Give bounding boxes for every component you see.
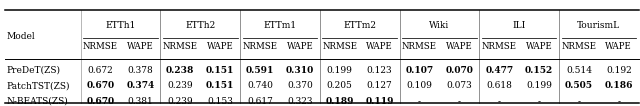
Text: -: - — [458, 97, 461, 106]
Text: NRMSE: NRMSE — [163, 42, 198, 51]
Text: 0.127: 0.127 — [367, 81, 392, 90]
Text: 0.186: 0.186 — [605, 81, 633, 90]
Text: 0.107: 0.107 — [405, 66, 433, 75]
Text: NRMSE: NRMSE — [482, 42, 516, 51]
Text: WAPE: WAPE — [127, 42, 154, 51]
Text: 0.670: 0.670 — [86, 81, 115, 90]
Text: 0.617: 0.617 — [247, 97, 273, 106]
Text: 0.109: 0.109 — [406, 81, 433, 90]
Text: Wiki: Wiki — [429, 21, 449, 30]
Text: TourismL: TourismL — [577, 21, 620, 30]
Text: Model: Model — [6, 32, 35, 40]
Text: 0.153: 0.153 — [207, 97, 233, 106]
Text: 0.192: 0.192 — [606, 66, 632, 75]
Text: 0.378: 0.378 — [127, 66, 154, 75]
Text: WAPE: WAPE — [525, 42, 552, 51]
Text: 0.670: 0.670 — [86, 97, 115, 106]
Text: ETTm1: ETTm1 — [264, 21, 296, 30]
Text: 0.672: 0.672 — [88, 66, 113, 75]
Text: NRMSE: NRMSE — [561, 42, 596, 51]
Text: -: - — [618, 97, 620, 106]
Text: 0.123: 0.123 — [367, 66, 392, 75]
Text: ILI: ILI — [513, 21, 525, 30]
Text: -: - — [418, 97, 421, 106]
Text: 0.151: 0.151 — [206, 81, 234, 90]
Text: ETTh2: ETTh2 — [185, 21, 215, 30]
Text: PreDeT(ZS): PreDeT(ZS) — [6, 66, 60, 75]
Text: WAPE: WAPE — [446, 42, 473, 51]
Text: 0.151: 0.151 — [206, 66, 234, 75]
Text: 0.119: 0.119 — [365, 97, 394, 106]
Text: -: - — [577, 97, 580, 106]
Text: 0.199: 0.199 — [327, 66, 353, 75]
Text: 0.070: 0.070 — [445, 66, 473, 75]
Text: NRMSE: NRMSE — [323, 42, 357, 51]
Text: 0.381: 0.381 — [127, 97, 154, 106]
Text: 0.514: 0.514 — [566, 66, 592, 75]
Text: WAPE: WAPE — [366, 42, 393, 51]
Text: -: - — [538, 97, 541, 106]
Text: 0.205: 0.205 — [327, 81, 353, 90]
Text: 0.199: 0.199 — [526, 81, 552, 90]
Text: 0.239: 0.239 — [168, 81, 193, 90]
Text: 0.477: 0.477 — [485, 66, 513, 75]
Text: 0.073: 0.073 — [447, 81, 472, 90]
Text: 0.323: 0.323 — [287, 97, 312, 106]
Text: ETTh1: ETTh1 — [106, 21, 136, 30]
Text: 0.189: 0.189 — [326, 97, 354, 106]
Text: 0.740: 0.740 — [247, 81, 273, 90]
Text: WAPE: WAPE — [287, 42, 313, 51]
Text: NRMSE: NRMSE — [243, 42, 278, 51]
Text: 0.239: 0.239 — [168, 97, 193, 106]
Text: -: - — [498, 97, 500, 106]
Text: 0.591: 0.591 — [246, 66, 274, 75]
Text: 0.370: 0.370 — [287, 81, 313, 90]
Text: 0.505: 0.505 — [565, 81, 593, 90]
Text: WAPE: WAPE — [207, 42, 234, 51]
Text: WAPE: WAPE — [605, 42, 632, 51]
Text: 0.374: 0.374 — [126, 81, 154, 90]
Text: ETTm2: ETTm2 — [343, 21, 376, 30]
Text: 0.152: 0.152 — [525, 66, 553, 75]
Text: N-BEATS(ZS): N-BEATS(ZS) — [6, 97, 68, 106]
Text: NRMSE: NRMSE — [83, 42, 118, 51]
Text: NRMSE: NRMSE — [402, 42, 437, 51]
Text: 0.238: 0.238 — [166, 66, 195, 75]
Text: PatchTST(ZS): PatchTST(ZS) — [6, 81, 70, 90]
Text: 0.618: 0.618 — [486, 81, 512, 90]
Text: 0.310: 0.310 — [286, 66, 314, 75]
